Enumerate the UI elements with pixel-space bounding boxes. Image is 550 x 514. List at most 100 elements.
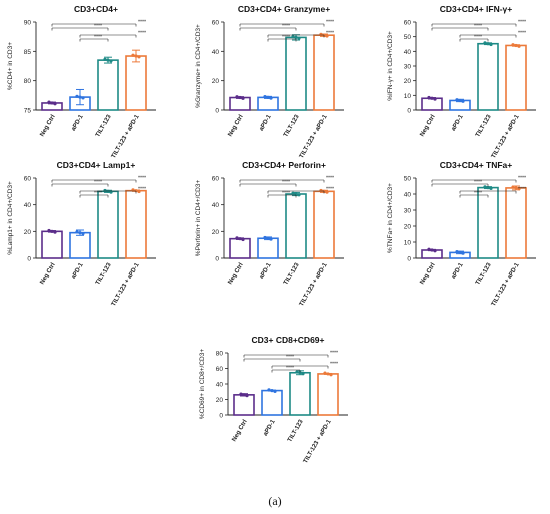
significance-label: **** (282, 191, 290, 197)
bar (261, 389, 283, 416)
panel-label: (a) (268, 494, 282, 508)
x-tick-label: TILT-123 + aPD-1 (110, 113, 141, 160)
data-point (239, 392, 243, 396)
y-tick-label: 20 (212, 229, 220, 236)
bar (289, 371, 311, 416)
data-point (269, 237, 273, 241)
y-tick-label: 60 (212, 176, 220, 183)
data-point (458, 98, 462, 103)
y-tick-label: 60 (24, 176, 32, 183)
x-tick-label: aPD-1 (70, 261, 85, 280)
data-point (78, 95, 82, 99)
x-tick-label: aPD-1 (450, 261, 465, 280)
data-point (455, 250, 459, 254)
bar (477, 42, 499, 111)
data-point (301, 371, 305, 376)
y-tick-label: 10 (404, 93, 412, 100)
data-point (266, 236, 270, 240)
data-point (291, 35, 295, 39)
data-point (298, 371, 302, 375)
y-tick-label: 60 (404, 20, 412, 27)
y-tick-label: 20 (404, 78, 412, 85)
chart-panel: CD3+CD4+ Perforin+ 0 20 40 60 %Perforin+ in C… (195, 160, 344, 308)
x-tick-label: aPD-1 (258, 261, 273, 280)
x-tick-label: Neg Ctrl (39, 261, 57, 286)
significance-label: **** (94, 24, 102, 30)
data-point (47, 100, 51, 104)
y-tick-label: 0 (407, 108, 411, 115)
chart-title: CD3+CD4+ Lamp1+ (57, 160, 136, 170)
data-point (295, 370, 299, 374)
y-axis-label: %Perforin+ in CD4+/CD3+ (195, 180, 202, 257)
data-point (270, 388, 274, 393)
data-point (134, 54, 138, 58)
x-tick-label: TILT-123 + aPD-1 (110, 261, 141, 308)
bar (41, 230, 63, 259)
data-point (81, 231, 85, 236)
significance-label: **** (282, 35, 290, 41)
data-point (53, 230, 57, 234)
data-point (241, 96, 245, 100)
x-tick-label: Neg Ctrl (39, 113, 57, 138)
y-tick-label: 40 (404, 192, 412, 199)
bar (125, 55, 147, 111)
significance-label: **** (138, 20, 146, 26)
y-tick-label: 90 (24, 20, 32, 27)
data-point (238, 95, 242, 100)
y-tick-label: 20 (216, 397, 224, 404)
y-tick-label: 40 (212, 202, 220, 209)
data-point (461, 251, 465, 255)
x-tick-label: TILT-123 + aPD-1 (490, 261, 521, 308)
x-tick-label: TILT-123 (474, 113, 493, 138)
x-tick-label: TILT-123 (282, 113, 301, 138)
significance-label: **** (518, 176, 526, 182)
data-point (266, 95, 270, 99)
data-point (106, 189, 110, 193)
y-axis-label: %Granzyme+ in CD4+/CD3+ (195, 24, 202, 108)
y-tick-label: 0 (219, 413, 223, 420)
data-point (461, 99, 465, 103)
data-point (489, 42, 493, 47)
data-point (273, 389, 277, 393)
x-tick-label: Neg Ctrl (419, 261, 437, 286)
y-tick-label: 30 (404, 64, 412, 71)
data-point (235, 95, 239, 99)
data-point (511, 185, 515, 189)
data-point (106, 58, 110, 62)
data-point (245, 394, 249, 398)
x-tick-label: aPD-1 (70, 113, 85, 132)
x-tick-label: TILT-123 (282, 261, 301, 286)
data-point (235, 236, 239, 240)
y-tick-label: 20 (212, 78, 220, 85)
bar (229, 96, 251, 111)
data-point (137, 189, 141, 194)
significance-label: **** (94, 180, 102, 186)
y-tick-label: 80 (24, 78, 32, 85)
data-point (269, 96, 273, 100)
significance-label: **** (474, 24, 482, 30)
x-tick-label: Neg Ctrl (227, 113, 245, 138)
significance-label: **** (138, 31, 146, 37)
y-tick-label: 50 (404, 176, 412, 183)
significance-label: **** (474, 35, 482, 41)
data-point (263, 235, 267, 240)
x-tick-label: TILT-123 (286, 418, 305, 443)
y-tick-label: 75 (24, 108, 32, 115)
bar (505, 187, 527, 259)
data-point (486, 42, 490, 46)
x-tick-label: TILT-123 + aPD-1 (298, 113, 329, 160)
data-point (50, 101, 54, 105)
x-tick-label: aPD-1 (262, 418, 277, 437)
data-point (297, 193, 301, 197)
bar (505, 44, 527, 111)
y-tick-label: 80 (216, 351, 224, 358)
data-point (103, 57, 107, 61)
data-point (263, 94, 267, 99)
chart-panel: CD3+CD4+ IFN-γ+ 0 10 20 30 40 50 60 %IFN-γ+ in C… (387, 4, 536, 160)
data-point (517, 187, 521, 191)
bar (97, 59, 119, 111)
y-tick-label: 40 (212, 49, 220, 56)
bar (233, 394, 255, 416)
bar (313, 190, 335, 259)
